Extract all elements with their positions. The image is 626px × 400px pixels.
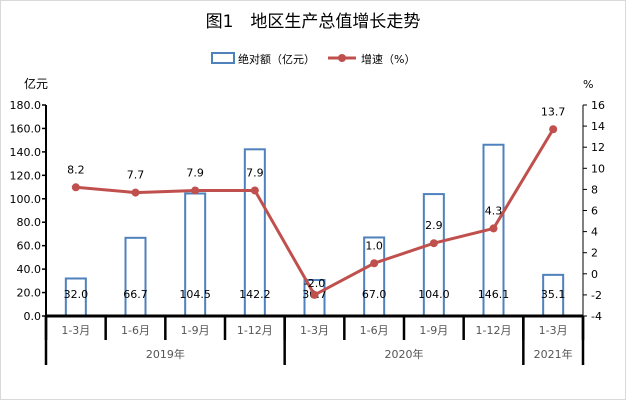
growth-point [250, 186, 259, 195]
bar [124, 236, 147, 317]
right-tick-label: 8 [591, 183, 598, 196]
category-label: 1-3月 [300, 324, 329, 337]
left-axis-unit: 亿元 [24, 76, 48, 91]
right-axis-unit: % [583, 78, 593, 91]
left-tick-label: 180.0 [10, 99, 42, 112]
group-label: 2019年 [146, 347, 185, 361]
left-tick-label: 60.0 [17, 240, 42, 253]
growth-value-label: 13.7 [541, 105, 566, 118]
growth-point [191, 186, 200, 195]
legend-bar-swatch [211, 52, 235, 64]
growth-value-label: 2.9 [425, 219, 443, 232]
right-tick-label: 2 [591, 247, 598, 260]
left-tick-label: 140.0 [10, 146, 42, 159]
right-tick-label: -4 [591, 310, 602, 323]
growth-value-label: 7.9 [246, 166, 264, 179]
group-label: 2021年 [534, 347, 573, 361]
growth-point [71, 183, 80, 192]
growth-value-label: 7.9 [186, 166, 204, 179]
bar-value-label: 104.5 [179, 288, 211, 301]
category-label: 1-12月 [237, 324, 273, 337]
growth-point [489, 224, 498, 233]
left-tick-label: 120.0 [10, 169, 42, 182]
growth-value-label: -2.0 [304, 277, 325, 290]
legend: 绝对额（亿元） 增速（%） [211, 52, 415, 66]
growth-value-label: 7.7 [127, 169, 145, 182]
growth-value-label: 8.2 [67, 163, 85, 176]
chart-title: 图1 地区生产总值增长走势 [206, 12, 421, 32]
growth-line [75, 128, 555, 297]
category-label: 1-9月 [181, 324, 210, 337]
bar-value-label: 104.0 [418, 288, 450, 301]
left-tick-label: 40.0 [17, 263, 42, 276]
right-tick-label: 0 [591, 268, 598, 281]
left-tick-label: 100.0 [10, 193, 42, 206]
category-label: 1-6月 [360, 324, 389, 337]
category-label: 1-6月 [121, 324, 150, 337]
category-label: 1-3月 [61, 324, 90, 337]
growth-point [429, 239, 438, 248]
left-tick-label: 0.0 [24, 310, 42, 323]
category-label: 1-12月 [476, 324, 512, 337]
category-label: 1-3月 [539, 324, 568, 337]
right-tick-label: 14 [591, 120, 605, 133]
right-tick-label: 16 [591, 99, 605, 112]
growth-point [131, 188, 140, 197]
bar-value-label: 32.0 [64, 288, 89, 301]
bar-value-label: 66.7 [123, 288, 148, 301]
legend-line-label: 增速（%） [361, 52, 415, 66]
right-tick-label: -2 [591, 289, 602, 302]
bar-value-label: 67.0 [362, 288, 387, 301]
bar-value-label: 35.1 [541, 288, 566, 301]
growth-value-label: 4.3 [485, 204, 503, 217]
left-tick-label: 20.0 [17, 287, 42, 300]
bar-value-label: 142.2 [239, 288, 271, 301]
right-tick-label: 4 [591, 226, 598, 239]
legend-bar-label: 绝对额（亿元） [238, 52, 315, 66]
growth-point [370, 259, 379, 268]
right-tick-label: 12 [591, 141, 605, 154]
right-tick-label: 6 [591, 205, 598, 218]
legend-line-marker [338, 54, 346, 62]
left-tick-label: 160.0 [10, 122, 42, 135]
right-tick-label: 10 [591, 162, 605, 175]
bar-value-label: 146.1 [478, 288, 510, 301]
category-label: 1-9月 [419, 324, 448, 337]
growth-value-label: 1.0 [365, 239, 383, 252]
left-tick-label: 80.0 [17, 216, 42, 229]
group-label: 2020年 [385, 347, 424, 361]
growth-point [310, 290, 319, 299]
growth-point [549, 125, 558, 134]
